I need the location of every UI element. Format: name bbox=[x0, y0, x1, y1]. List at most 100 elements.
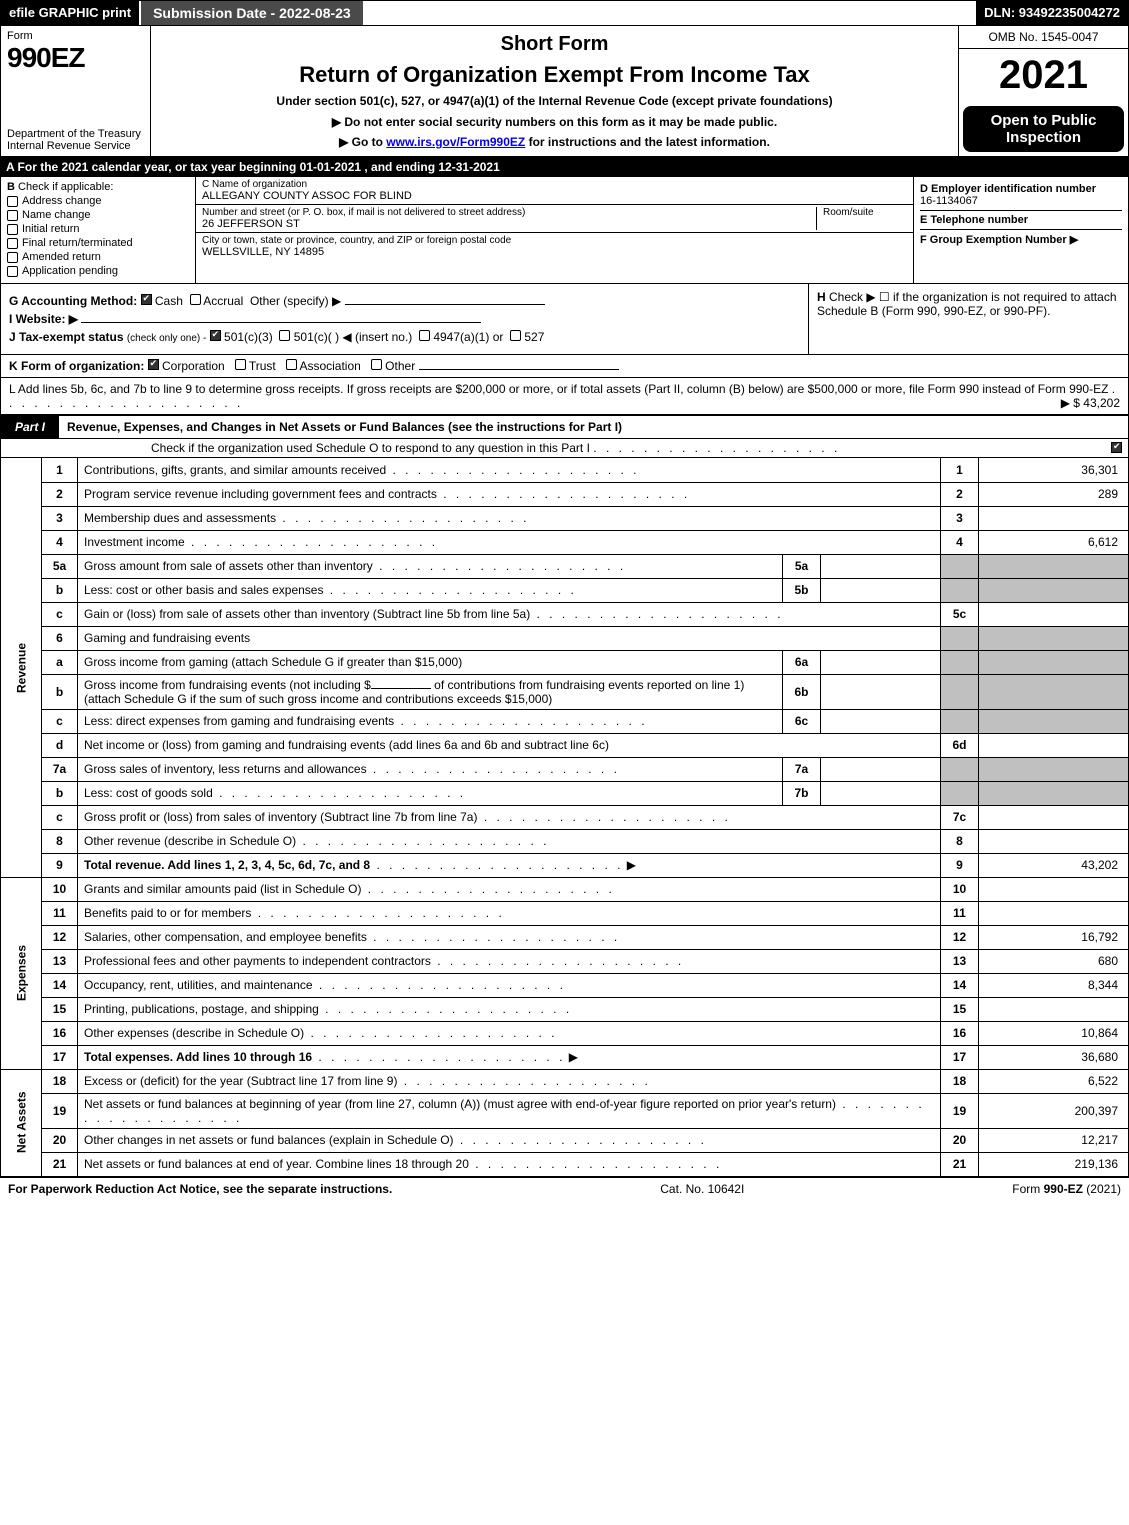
cb-initial-return[interactable]: Initial return bbox=[7, 223, 189, 235]
table-row: 4 Investment income 4 6,612 bbox=[1, 530, 1129, 554]
section-l: L Add lines 5b, 6c, and 7b to line 9 to … bbox=[0, 378, 1129, 415]
other-org-line bbox=[419, 369, 619, 370]
omb-number: OMB No. 1545-0047 bbox=[959, 26, 1128, 49]
city-row: City or town, state or province, country… bbox=[196, 233, 913, 260]
efile-label[interactable]: efile GRAPHIC print bbox=[1, 1, 139, 25]
short-form-title: Short Form bbox=[159, 33, 950, 56]
goto-line: ▶ Go to www.irs.gov/Form990EZ for instru… bbox=[159, 135, 950, 149]
table-row: Net Assets 18 Excess or (deficit) for th… bbox=[1, 1069, 1129, 1093]
checkbox-icon bbox=[7, 238, 18, 249]
checkbox-icon bbox=[7, 224, 18, 235]
ein-label: D Employer identification number bbox=[920, 183, 1096, 195]
part1-table: Revenue 1 Contributions, gifts, grants, … bbox=[0, 458, 1129, 1177]
form-header: Form 990EZ Department of the Treasury In… bbox=[0, 26, 1129, 157]
page-footer: For Paperwork Reduction Act Notice, see … bbox=[0, 1177, 1129, 1200]
cb-name-change[interactable]: Name change bbox=[7, 209, 189, 221]
table-row: 14 Occupancy, rent, utilities, and maint… bbox=[1, 973, 1129, 997]
street-row: Number and street (or P. O. box, if mail… bbox=[196, 205, 913, 233]
j-sub: (check only one) - bbox=[127, 333, 206, 344]
table-row: b Gross income from fundraising events (… bbox=[1, 674, 1129, 709]
other-specify-line bbox=[345, 304, 545, 305]
cb-address-change[interactable]: Address change bbox=[7, 195, 189, 207]
spacer bbox=[363, 1, 976, 25]
table-row: 19 Net assets or fund balances at beginn… bbox=[1, 1093, 1129, 1128]
checkbox-icon bbox=[7, 252, 18, 263]
table-row: 3 Membership dues and assessments 3 bbox=[1, 506, 1129, 530]
org-name-row: C Name of organization ALLEGANY COUNTY A… bbox=[196, 177, 913, 205]
street-label: Number and street (or P. O. box, if mail… bbox=[202, 207, 810, 218]
checkbox-icon bbox=[7, 266, 18, 277]
netassets-vertical-label: Net Assets bbox=[1, 1069, 42, 1176]
under-section: Under section 501(c), 527, or 4947(a)(1)… bbox=[159, 94, 950, 108]
part1-title: Revenue, Expenses, and Changes in Net As… bbox=[59, 416, 1128, 438]
group-exemption-label: F Group Exemption Number ▶ bbox=[920, 234, 1078, 246]
l-amount: ▶ $ 43,202 bbox=[1061, 396, 1120, 410]
return-title: Return of Organization Exempt From Incom… bbox=[159, 62, 950, 88]
city-value: WELLSVILLE, NY 14895 bbox=[202, 246, 907, 258]
cb-association[interactable] bbox=[286, 359, 297, 370]
ein-row: D Employer identification number 16-1134… bbox=[920, 180, 1122, 211]
goto-post: for instructions and the latest informat… bbox=[525, 135, 770, 149]
cb-527[interactable] bbox=[510, 330, 521, 341]
table-row: 9 Total revenue. Add lines 1, 2, 3, 4, 5… bbox=[1, 853, 1129, 877]
submission-date: Submission Date - 2022-08-23 bbox=[139, 1, 363, 25]
city-label: City or town, state or province, country… bbox=[202, 235, 907, 246]
table-row: c Gross profit or (loss) from sales of i… bbox=[1, 805, 1129, 829]
cb-501c[interactable] bbox=[279, 330, 290, 341]
table-row: 6 Gaming and fundraising events bbox=[1, 626, 1129, 650]
website-line: I Website: ▶ bbox=[9, 312, 800, 326]
header-right: OMB No. 1545-0047 2021 Open to Public In… bbox=[958, 26, 1128, 156]
table-row: Expenses 10 Grants and similar amounts p… bbox=[1, 877, 1129, 901]
tax-year: 2021 bbox=[959, 49, 1128, 102]
expenses-vertical-label: Expenses bbox=[1, 877, 42, 1069]
header-center: Short Form Return of Organization Exempt… bbox=[151, 26, 958, 156]
goto-pre: ▶ Go to bbox=[339, 135, 386, 149]
dln-label: DLN: 93492235004272 bbox=[976, 1, 1128, 25]
part1-sub: Check if the organization used Schedule … bbox=[0, 439, 1129, 458]
table-row: 5a Gross amount from sale of assets othe… bbox=[1, 554, 1129, 578]
part1-header: Part I Revenue, Expenses, and Changes in… bbox=[0, 415, 1129, 439]
cb-application-pending[interactable]: Application pending bbox=[7, 265, 189, 277]
revenue-vertical-label: Revenue bbox=[1, 458, 42, 877]
section-c: C Name of organization ALLEGANY COUNTY A… bbox=[196, 177, 913, 283]
table-row: a Gross income from gaming (attach Sched… bbox=[1, 650, 1129, 674]
top-bar: efile GRAPHIC print Submission Date - 20… bbox=[0, 0, 1129, 26]
cb-accrual[interactable] bbox=[190, 294, 201, 305]
org-name-label: C Name of organization bbox=[202, 179, 907, 190]
form-number: 990EZ bbox=[7, 42, 144, 74]
cb-cash-checked[interactable] bbox=[141, 294, 152, 305]
cb-other[interactable] bbox=[371, 359, 382, 370]
cb-amended-return[interactable]: Amended return bbox=[7, 251, 189, 263]
checkbox-icon bbox=[7, 196, 18, 207]
table-row: 2 Program service revenue including gove… bbox=[1, 482, 1129, 506]
footer-left: For Paperwork Reduction Act Notice, see … bbox=[8, 1182, 392, 1196]
h-label: H bbox=[817, 290, 826, 304]
cb-final-return[interactable]: Final return/terminated bbox=[7, 237, 189, 249]
telephone-row: E Telephone number bbox=[920, 211, 1122, 230]
j-label: J Tax-exempt status bbox=[9, 330, 124, 344]
checkbox-icon bbox=[7, 210, 18, 221]
table-row: b Less: cost or other basis and sales ex… bbox=[1, 578, 1129, 602]
table-row: d Net income or (loss) from gaming and f… bbox=[1, 733, 1129, 757]
cb-4947[interactable] bbox=[419, 330, 430, 341]
cb-501c3-checked[interactable] bbox=[210, 330, 221, 341]
irs-link[interactable]: www.irs.gov/Form990EZ bbox=[386, 135, 525, 149]
group-exemption-row: F Group Exemption Number ▶ bbox=[920, 230, 1122, 280]
website-value bbox=[81, 322, 481, 323]
k-label: K Form of organization: bbox=[9, 359, 144, 373]
table-row: 13 Professional fees and other payments … bbox=[1, 949, 1129, 973]
cb-corporation-checked[interactable] bbox=[148, 359, 159, 370]
table-row: 16 Other expenses (describe in Schedule … bbox=[1, 1021, 1129, 1045]
table-row: 8 Other revenue (describe in Schedule O)… bbox=[1, 829, 1129, 853]
section-h: H Check ▶ ☐ if the organization is not r… bbox=[808, 284, 1128, 354]
org-name-value: ALLEGANY COUNTY ASSOC FOR BLIND bbox=[202, 190, 907, 202]
footer-center: Cat. No. 10642I bbox=[660, 1182, 744, 1196]
cb-trust[interactable] bbox=[235, 359, 246, 370]
ghij-left: G Accounting Method: Cash Accrual Other … bbox=[1, 284, 808, 354]
footer-right: Form 990-EZ (2021) bbox=[1012, 1182, 1121, 1196]
cb-schedule-o-checked[interactable] bbox=[1111, 442, 1122, 453]
table-row: c Less: direct expenses from gaming and … bbox=[1, 709, 1129, 733]
table-row: 12 Salaries, other compensation, and emp… bbox=[1, 925, 1129, 949]
table-row: c Gain or (loss) from sale of assets oth… bbox=[1, 602, 1129, 626]
street-value: 26 JEFFERSON ST bbox=[202, 218, 810, 230]
